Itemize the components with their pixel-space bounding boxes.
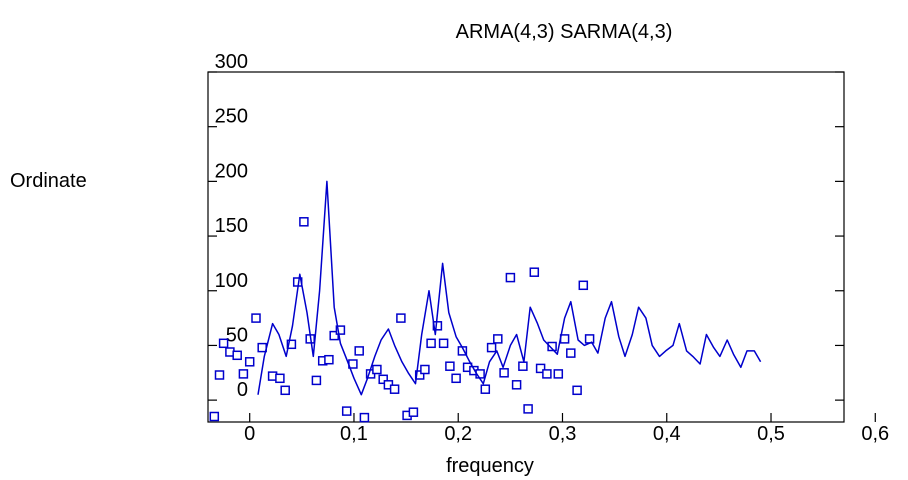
data-point <box>244 357 255 367</box>
data-point <box>311 375 322 386</box>
x-tick-label: 0,6 <box>861 423 889 445</box>
x-tick-label: 0,2 <box>444 423 472 445</box>
data-point <box>518 361 528 371</box>
data-point <box>505 272 516 283</box>
x-tick-label: 0,5 <box>757 423 785 445</box>
data-point <box>499 368 509 378</box>
y-axis-ticks: 0 50 100 150 200 250 300 <box>208 51 844 401</box>
x-axis-ticks: 0 0,1 0,2 0,3 0,4 0,5 0,6 <box>244 413 889 445</box>
data-point <box>578 280 589 291</box>
data-point <box>414 370 425 380</box>
data-point <box>493 334 503 344</box>
data-point <box>324 354 334 365</box>
data-point <box>486 342 497 353</box>
x-tick-label: 0,1 <box>340 423 368 445</box>
data-point <box>408 407 419 417</box>
y-tick-label: 0 <box>237 379 248 401</box>
chart-title: ARMA(4,3) SARMA(4,3) <box>456 21 673 43</box>
y-tick-label: 300 <box>215 51 248 73</box>
data-point <box>372 364 382 375</box>
data-point <box>535 363 546 374</box>
data-point <box>209 411 220 422</box>
y-tick-label: 250 <box>215 106 248 128</box>
data-point <box>566 348 576 358</box>
data-point <box>238 369 249 379</box>
data-point <box>275 373 285 384</box>
data-point <box>559 334 570 344</box>
data-point <box>299 217 309 227</box>
data-point <box>451 373 461 384</box>
data-point <box>529 267 540 277</box>
data-point <box>547 341 557 352</box>
data-point <box>251 313 261 323</box>
data-point <box>257 342 267 353</box>
data-point <box>214 370 225 380</box>
data-point <box>354 346 364 356</box>
data-point <box>420 364 430 375</box>
data-point <box>542 369 552 379</box>
data-point <box>396 313 406 323</box>
y-tick-label: 100 <box>215 270 248 292</box>
data-point <box>426 338 436 349</box>
y-tick-label: 200 <box>215 160 248 182</box>
x-tick-label: 0,4 <box>653 423 681 445</box>
series-line <box>257 180 762 396</box>
x-tick-label: 0 <box>244 423 255 445</box>
y-tick-label: 50 <box>226 324 248 346</box>
data-point <box>378 374 388 385</box>
data-point <box>341 406 352 416</box>
series-layer <box>209 180 762 423</box>
plot-frame <box>207 71 845 423</box>
data-point <box>286 339 297 350</box>
data-point <box>584 334 595 344</box>
data-point <box>335 325 346 335</box>
y-tick-label: 150 <box>215 215 248 237</box>
data-point <box>232 350 242 361</box>
data-point <box>359 412 370 423</box>
data-point <box>572 385 582 396</box>
y-axis-label: Ordinate <box>10 170 87 192</box>
data-point <box>329 330 339 341</box>
data-point <box>553 369 564 379</box>
x-tick-label: 0,3 <box>549 423 577 445</box>
data-point <box>218 338 229 349</box>
data-point <box>511 380 522 390</box>
data-point <box>445 361 455 371</box>
data-point <box>389 384 400 394</box>
x-axis-label: frequency <box>446 455 534 477</box>
data-point <box>480 384 491 394</box>
data-point <box>523 404 533 414</box>
data-point <box>438 338 449 349</box>
data-point <box>280 385 290 396</box>
